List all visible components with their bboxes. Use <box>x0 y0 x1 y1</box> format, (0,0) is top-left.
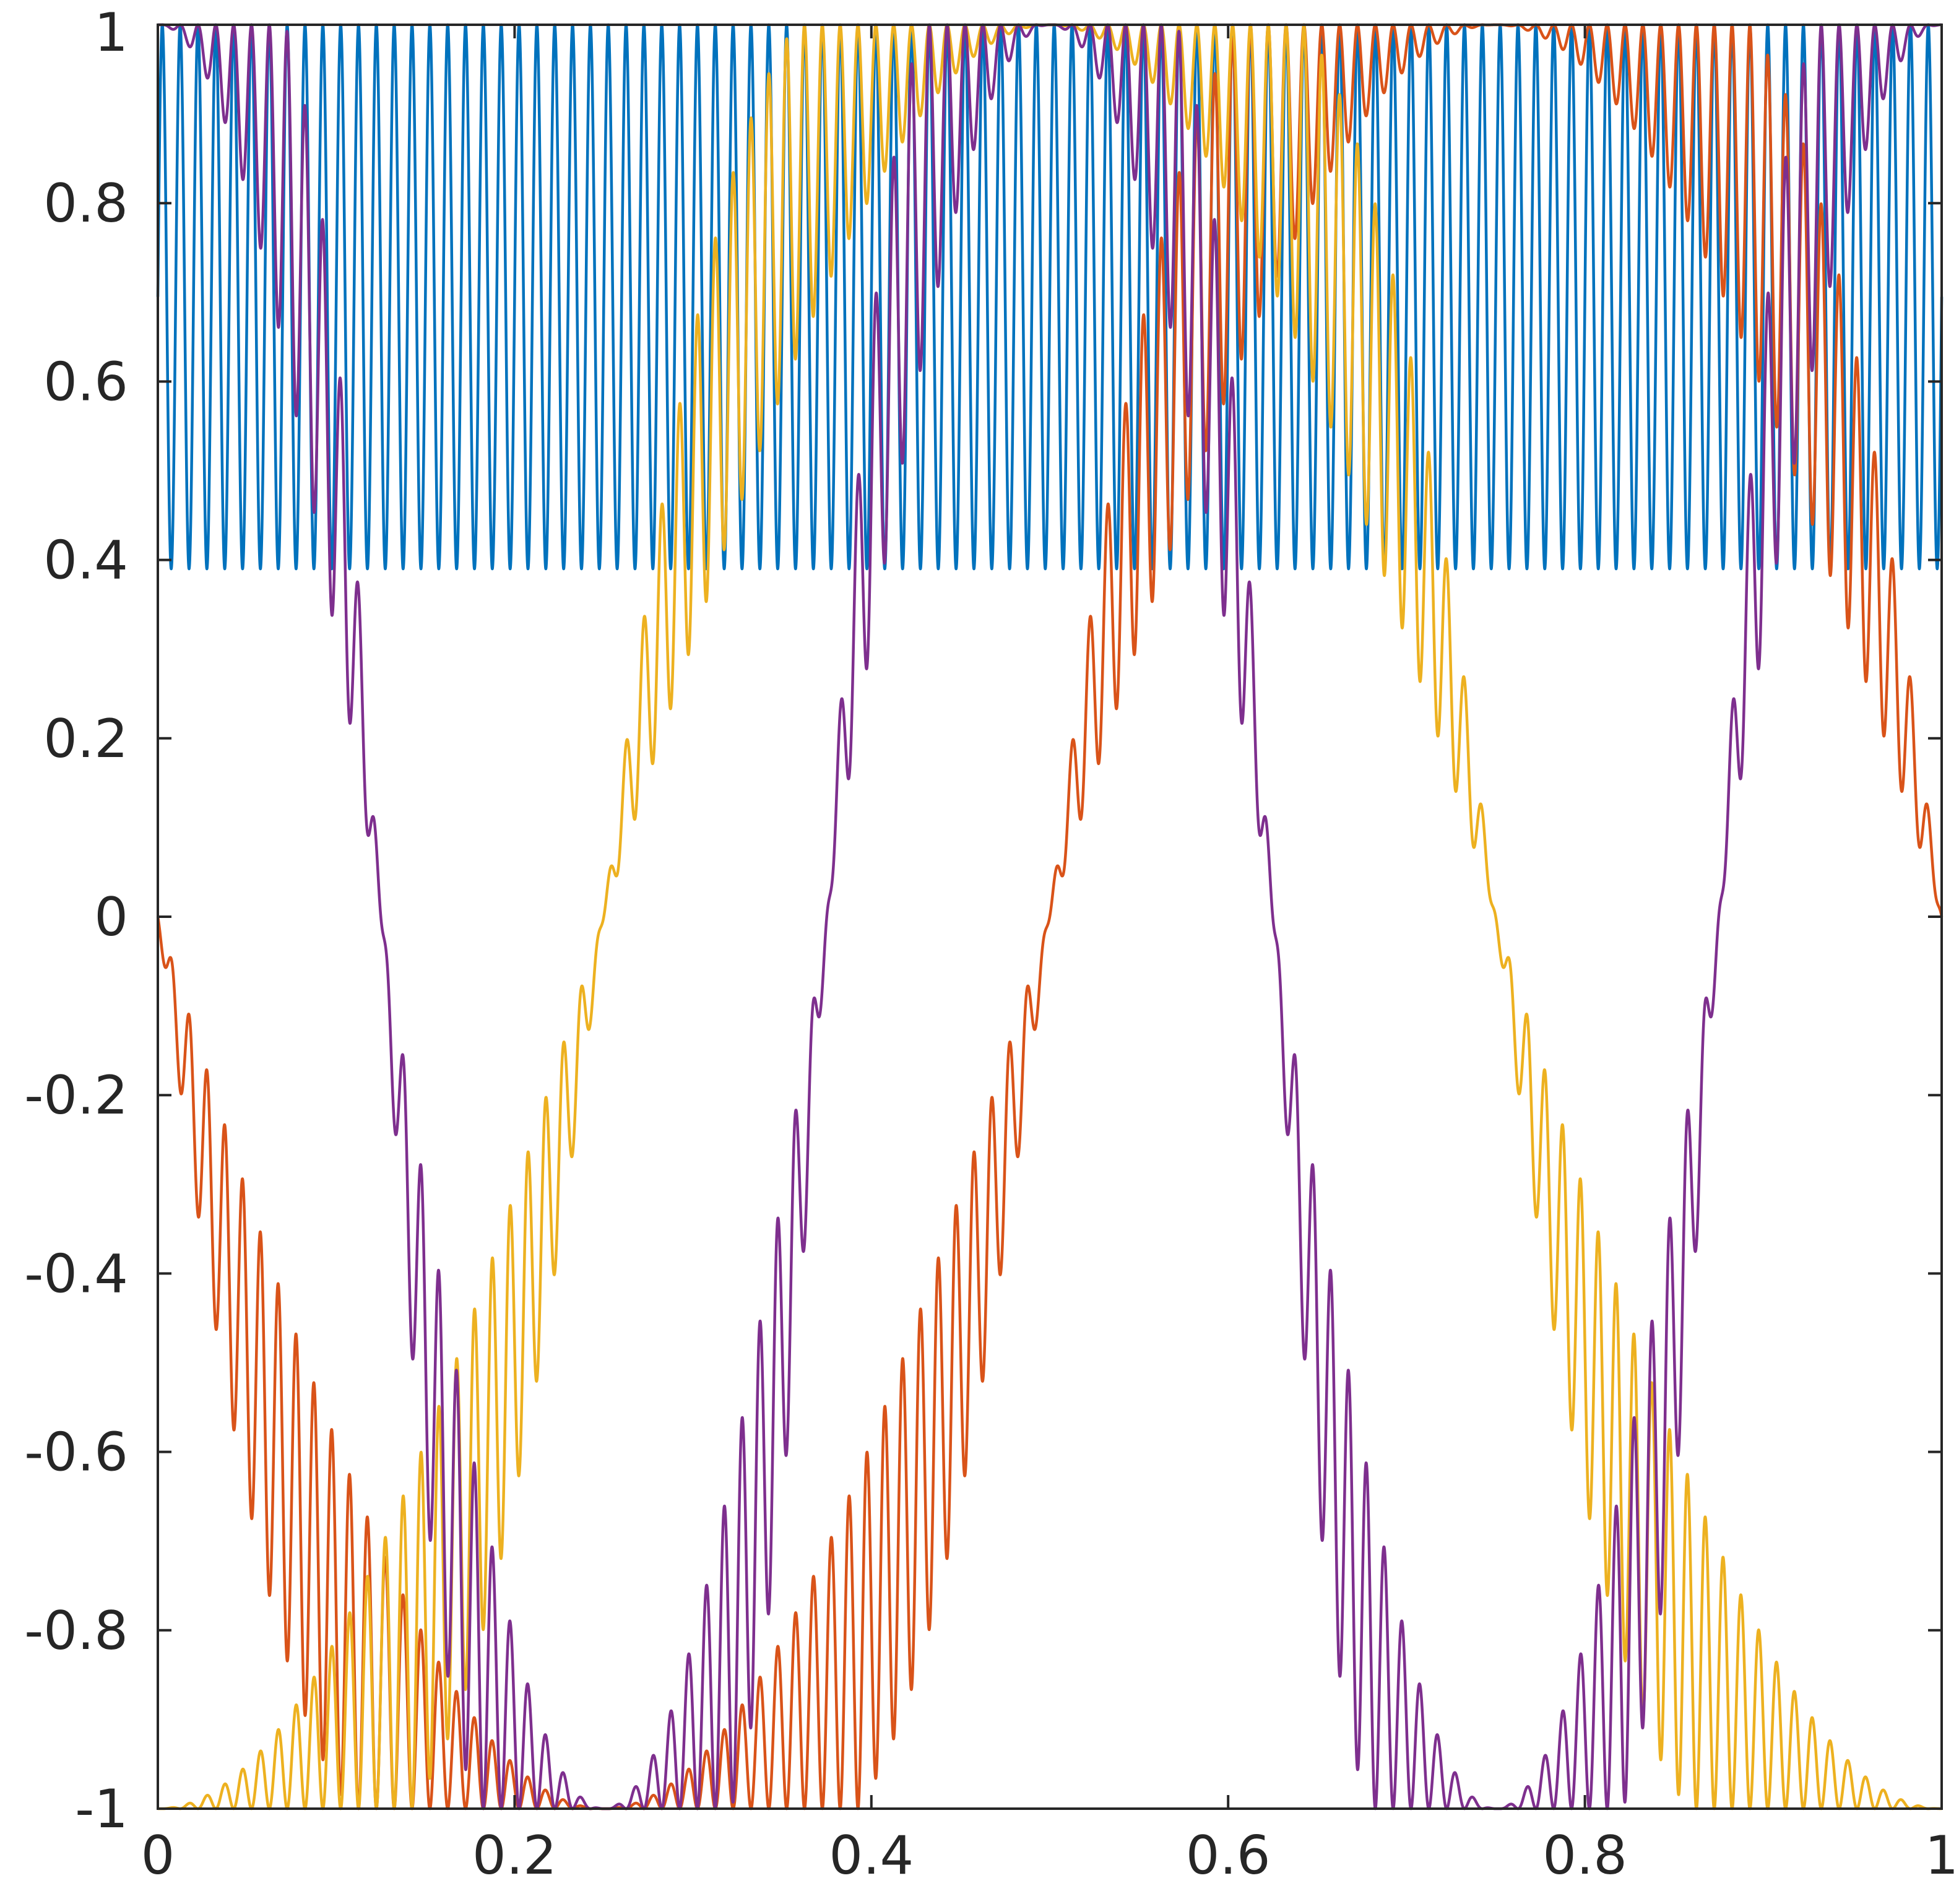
x-tick-label: 0.2 <box>472 1825 557 1887</box>
y-tick-label: 0.4 <box>43 530 128 592</box>
y-tick-label: -0.4 <box>24 1243 128 1305</box>
y-tick-label: 0.2 <box>43 708 128 770</box>
y-tick-label: -1 <box>75 1778 128 1840</box>
y-tick-label: 1 <box>94 2 128 64</box>
x-tick-label: 0.8 <box>1542 1825 1627 1887</box>
series-line-1 <box>156 23 1944 571</box>
x-tick-label: 1 <box>1925 1825 1959 1887</box>
y-axis-ticks: 1 0.8 0.6 0.4 0.2 0 -0.2 -0.4 -0.6 -0.8 -1 <box>24 2 1942 1840</box>
x-tick-label: 0.4 <box>829 1825 914 1887</box>
x-axis-ticks: 0 0.2 0.4 0.6 0.8 1 <box>141 25 1959 1887</box>
y-tick-label: -0.2 <box>24 1065 128 1127</box>
y-tick-label: -0.6 <box>24 1422 128 1484</box>
x-tick-label: 0.6 <box>1186 1825 1271 1887</box>
y-tick-label: 0.8 <box>43 173 128 235</box>
series-layer <box>156 23 1944 1811</box>
y-tick-label: 0 <box>94 886 128 948</box>
x-tick-label: 0 <box>141 1825 175 1887</box>
y-tick-label: -0.8 <box>24 1600 128 1662</box>
series-line-2 <box>156 23 1944 1811</box>
y-tick-label: 0.6 <box>43 351 128 413</box>
